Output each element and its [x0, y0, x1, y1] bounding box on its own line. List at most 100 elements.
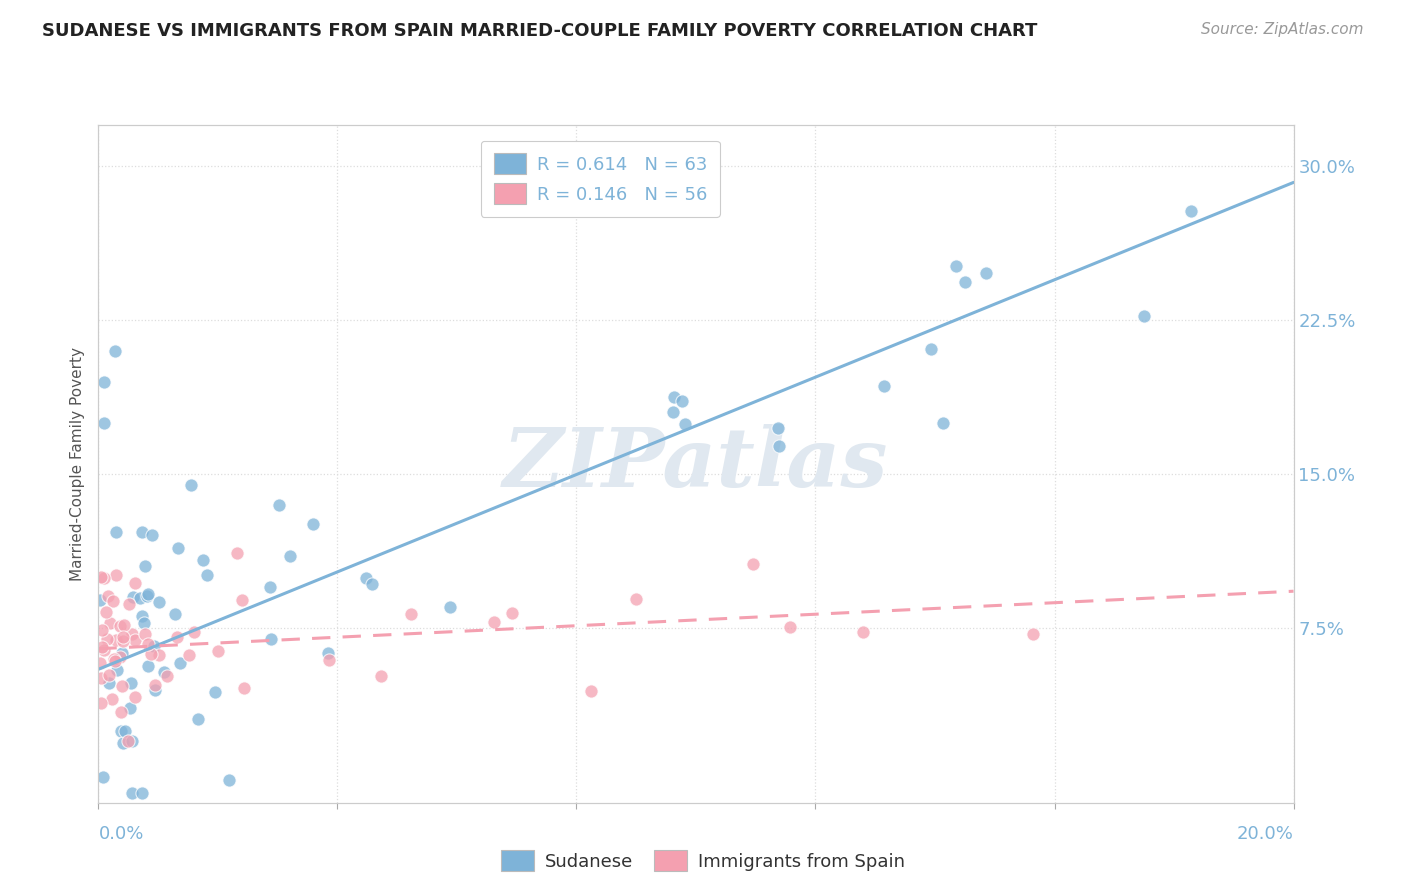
Point [873, 379, 896, 393]
Y-axis label: Married-Couple Family Poverty: Married-Couple Family Poverty [70, 347, 86, 581]
Point [932, 416, 955, 430]
Point [117, 734, 139, 748]
Point [439, 600, 461, 615]
Point [128, 591, 150, 605]
Text: 0.0%: 0.0% [98, 825, 143, 843]
Point [169, 657, 191, 671]
Point [110, 724, 132, 739]
Point [183, 625, 205, 640]
Point [135, 589, 157, 603]
Point [195, 568, 218, 582]
Legend: Sudanese, Immigrants from Spain: Sudanese, Immigrants from Spain [494, 843, 912, 879]
Point [280, 549, 302, 563]
Point [108, 650, 131, 665]
Point [361, 577, 384, 591]
Point [91, 770, 114, 784]
Point [94, 605, 117, 619]
Point [165, 607, 187, 621]
Point [354, 571, 377, 585]
Point [96, 632, 118, 646]
Point [501, 607, 523, 621]
Point [482, 615, 505, 629]
Point [121, 627, 143, 641]
Point [156, 669, 179, 683]
Point [624, 592, 647, 607]
Point [1180, 204, 1202, 219]
Point [399, 607, 422, 622]
Point [920, 342, 942, 356]
Point [104, 524, 127, 539]
Point [142, 639, 165, 653]
Point [136, 637, 159, 651]
Point [101, 691, 124, 706]
Point [91, 623, 114, 637]
Point [105, 663, 128, 677]
Point [974, 266, 997, 280]
Point [120, 676, 142, 690]
Point [166, 541, 188, 555]
Point [90, 671, 112, 685]
Point [112, 630, 135, 644]
Point [93, 643, 115, 657]
Point [955, 275, 977, 289]
Point [89, 656, 111, 670]
Point [111, 679, 134, 693]
Point [226, 546, 249, 560]
Point [768, 439, 790, 453]
Point [114, 618, 136, 632]
Text: 20.0%: 20.0% [1237, 825, 1294, 843]
Point [131, 609, 153, 624]
Text: ZIPatlas: ZIPatlas [503, 424, 889, 504]
Point [166, 630, 188, 644]
Point [218, 772, 240, 787]
Point [98, 668, 121, 682]
Legend: R = 0.614   N = 63, R = 0.146   N = 56: R = 0.614 N = 63, R = 0.146 N = 56 [481, 141, 720, 217]
Point [579, 684, 602, 698]
Point [118, 597, 141, 611]
Point [112, 634, 135, 648]
Point [104, 654, 127, 668]
Point [93, 571, 115, 585]
Point [91, 640, 114, 654]
Point [90, 697, 112, 711]
Point [101, 593, 124, 607]
Point [98, 615, 121, 630]
Point [118, 701, 141, 715]
Point [852, 625, 875, 640]
Point [104, 632, 127, 647]
Point [302, 516, 325, 531]
Point [143, 678, 166, 692]
Point [671, 394, 693, 409]
Text: SUDANESE VS IMMIGRANTS FROM SPAIN MARRIED-COUPLE FAMILY POVERTY CORRELATION CHAR: SUDANESE VS IMMIGRANTS FROM SPAIN MARRIE… [42, 22, 1038, 40]
Point [132, 615, 155, 630]
Point [108, 619, 131, 633]
Point [134, 627, 156, 641]
Point [97, 589, 120, 603]
Point [93, 416, 115, 430]
Point [104, 567, 127, 582]
Point [103, 652, 125, 666]
Point [89, 593, 111, 607]
Point [187, 713, 209, 727]
Point [90, 570, 112, 584]
Point [180, 477, 202, 491]
Point [121, 785, 143, 799]
Point [193, 553, 215, 567]
Text: Source: ZipAtlas.com: Source: ZipAtlas.com [1201, 22, 1364, 37]
Point [207, 644, 229, 658]
Point [110, 646, 132, 660]
Point [232, 681, 254, 695]
Point [139, 647, 162, 661]
Point [370, 669, 392, 683]
Point [136, 587, 159, 601]
Point [124, 576, 146, 591]
Point [97, 676, 120, 690]
Point [741, 558, 763, 572]
Point [141, 528, 163, 542]
Point [148, 595, 170, 609]
Point [204, 685, 226, 699]
Point [153, 665, 176, 680]
Point [131, 785, 153, 799]
Point [231, 592, 253, 607]
Point [1022, 626, 1045, 640]
